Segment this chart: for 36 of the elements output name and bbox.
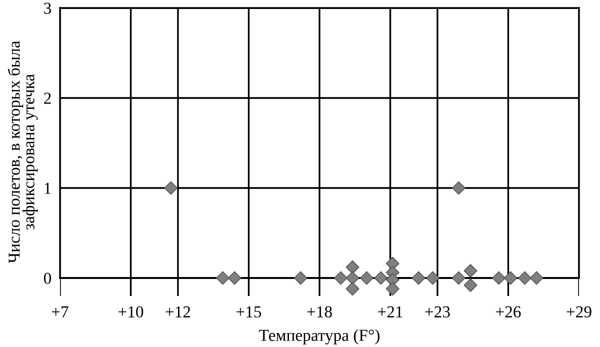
point	[504, 271, 518, 285]
point	[164, 181, 178, 195]
x-tick-label: +10	[118, 306, 144, 318]
x-tick-label: +12	[166, 306, 190, 318]
point	[346, 282, 360, 296]
x-tick-label: +7	[52, 306, 68, 318]
y-tick-label: 1	[44, 182, 51, 194]
y-axis-title: Число полетов, в которых была зафиксирована утечка	[8, 40, 38, 264]
point	[374, 271, 388, 285]
point	[452, 271, 466, 285]
point	[452, 181, 466, 195]
point	[492, 271, 506, 285]
point	[518, 271, 532, 285]
point	[346, 260, 360, 274]
point	[464, 264, 478, 278]
x-tick-label: +29	[566, 306, 592, 318]
x-tick-label: +21	[378, 306, 402, 318]
point	[464, 278, 478, 292]
point	[346, 271, 360, 285]
x-tick-label: +18	[307, 306, 332, 318]
y-tick-label: 0	[44, 272, 52, 284]
point	[334, 271, 348, 285]
point	[360, 271, 374, 285]
x-axis-title: Температура (F°)	[259, 329, 380, 344]
point	[530, 271, 544, 285]
x-tick-label: +23	[425, 306, 450, 318]
point	[216, 271, 230, 285]
y-tick-label: 2	[44, 92, 51, 104]
point	[386, 282, 400, 296]
point	[426, 271, 440, 285]
point	[412, 271, 426, 285]
point	[294, 271, 308, 285]
x-tick-label: +15	[236, 306, 262, 318]
y-tick-label: 3	[44, 2, 52, 14]
x-tick-label: +26	[496, 306, 521, 318]
point	[228, 271, 242, 285]
